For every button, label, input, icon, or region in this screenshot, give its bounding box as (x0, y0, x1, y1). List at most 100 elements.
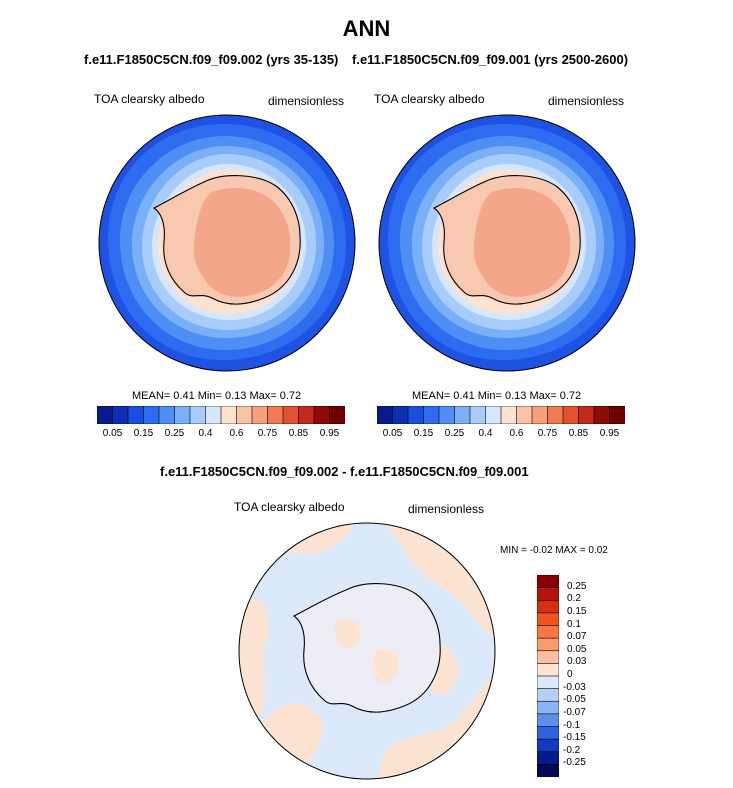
colorbar-swatch (516, 406, 533, 424)
colorbar-tick-label: 0.85 (288, 428, 309, 439)
panel2-mean-label: MEAN= (412, 390, 451, 402)
colorbar-tick-label: 0.75 (537, 428, 558, 439)
colorbar-tick-label: 0.4 (478, 428, 493, 439)
colorbar-swatch (438, 406, 456, 424)
colorbar-swatch (97, 406, 114, 424)
colorbar-tick-label: 0.1 (567, 618, 581, 630)
colorbar-swatch (313, 406, 331, 424)
panel2-subtitle: f.e11.F1850C5CN.f09_f09.001 (yrs 2500-26… (352, 52, 629, 67)
colorbar-tick-label: 0.07 (567, 631, 587, 643)
colorbar-tick-label: -0.2 (563, 744, 581, 756)
panel2-stats: MEAN= 0.41 Min= 0.13 Max= 0.72 (412, 390, 581, 402)
colorbar-tick-label: 0.75 (257, 428, 278, 439)
colorbar-tick-label: -0.07 (563, 706, 586, 718)
colorbar-swatch (547, 406, 564, 424)
colorbar-swatch (537, 637, 559, 652)
colorbar-tick-label: -0.1 (563, 719, 581, 731)
colorbar-tick-label: 0.85 (568, 428, 589, 439)
colorbar-tick-label: 0.95 (599, 428, 620, 439)
panel2-units-label: dimensionless (548, 94, 625, 108)
colorbar-tick-label: 0.25 (444, 428, 465, 439)
colorbar-tick-label: -0.03 (563, 681, 586, 693)
colorbar-swatch (423, 406, 440, 424)
panel2-max-label: Max= (529, 390, 557, 402)
colorbar-swatch (112, 406, 129, 424)
colorbar-tick-label: 0.15 (567, 605, 587, 617)
panel2-variable-label: TOA clearsky albedo (374, 92, 485, 106)
diff-max-label: MAX = (555, 545, 586, 556)
colorbar-swatch (298, 406, 315, 424)
diff-subtitle: f.e11.F1850C5CN.f09_f09.002 - f.e11.F185… (160, 464, 529, 479)
colorbar-swatch (609, 406, 625, 424)
colorbar-swatch (537, 587, 559, 601)
colorbar-swatch (537, 764, 559, 777)
colorbar-swatch (220, 406, 238, 424)
colorbar-swatch (469, 406, 487, 424)
colorbar-tick-label: 0.05 (102, 428, 123, 439)
colorbar-swatch (377, 406, 394, 424)
colorbar-swatch (127, 406, 145, 424)
colorbar-swatch (537, 751, 559, 765)
colorbar-swatch (537, 688, 559, 702)
panel2-colorbar-ticks: 0.05 0.15 0.25 0.4 0.6 0.75 0.85 0.95 (377, 428, 625, 442)
colorbar-swatch (189, 406, 207, 424)
diff-colorbar (537, 575, 559, 777)
panel1-max-value: 0.72 (279, 390, 302, 402)
colorbar-swatch (174, 406, 191, 424)
panel1-min-label: Min= (197, 390, 222, 402)
colorbar-swatch (537, 700, 559, 715)
colorbar-swatch (537, 663, 559, 677)
panel1-colorbar (97, 406, 345, 424)
colorbar-tick-label: -0.15 (563, 732, 586, 744)
diff-minmax: MIN = -0.02 MAX = 0.02 (500, 545, 608, 556)
panel1-mean-value: 0.41 (173, 390, 195, 402)
colorbar-swatch (485, 406, 502, 424)
diff-max-value: 0.02 (588, 545, 608, 556)
colorbar-swatch (251, 406, 269, 424)
colorbar-swatch (143, 406, 160, 424)
panel2-max-value: 0.72 (559, 390, 582, 402)
diff-colorbar-ticks: 0.25 0.2 0.15 0.1 0.07 0.05 0.03 0 -0.03 -0.05 -0.… (563, 575, 613, 785)
panel1-colorbar-ticks: 0.05 0.15 0.25 0.4 0.6 0.75 0.85 0.95 (97, 428, 345, 442)
panel1-subtitle: f.e11.F1850C5CN.f09_f09.002 (yrs 35-135) (84, 52, 339, 67)
panel2-colorbar (377, 406, 625, 424)
diff-min-label: MIN = (500, 545, 527, 556)
colorbar-tick-label: 0.05 (567, 643, 587, 655)
colorbar-swatch (537, 726, 559, 740)
panel1-map (98, 114, 356, 372)
panel1-min-value: 0.13 (224, 390, 247, 402)
colorbar-tick-label: 0.95 (319, 428, 340, 439)
colorbar-swatch (267, 406, 284, 424)
colorbar-tick-label: 0.15 (133, 428, 154, 439)
colorbar-swatch (392, 406, 409, 424)
colorbar-tick-label: 0.25 (164, 428, 185, 439)
colorbar-tick-label: 0 (567, 669, 573, 680)
colorbar-tick-label: 0.6 (229, 428, 244, 439)
colorbar-swatch (454, 406, 471, 424)
colorbar-swatch (537, 713, 559, 728)
colorbar-swatch (537, 650, 559, 664)
colorbar-swatch (158, 406, 176, 424)
panel1-max-label: Max= (249, 390, 277, 402)
colorbar-tick-label: 0.15 (413, 428, 434, 439)
diff-units-label: dimensionless (408, 502, 485, 516)
diff-min-value: -0.02 (529, 545, 553, 556)
colorbar-tick-label: 0.05 (382, 428, 403, 439)
colorbar-swatch (578, 406, 595, 424)
colorbar-tick-label: 0.03 (567, 656, 587, 668)
colorbar-swatch (593, 406, 611, 424)
panel1-units-label: dimensionless (268, 94, 345, 108)
colorbar-tick-label: -0.25 (563, 757, 586, 769)
colorbar-swatch (500, 406, 518, 424)
colorbar-swatch (537, 675, 559, 690)
panel1-variable-label: TOA clearsky albedo (94, 92, 205, 106)
diff-map (238, 522, 496, 780)
panel2-mean-value: 0.41 (453, 390, 475, 402)
page-title: ANN (342, 16, 391, 41)
colorbar-swatch (531, 406, 549, 424)
colorbar-swatch (205, 406, 222, 424)
panel2-map (378, 114, 636, 372)
panel2-min-value: 0.13 (504, 390, 527, 402)
colorbar-tick-label: 0.2 (567, 593, 581, 605)
colorbar-tick-label: 0.4 (198, 428, 213, 439)
